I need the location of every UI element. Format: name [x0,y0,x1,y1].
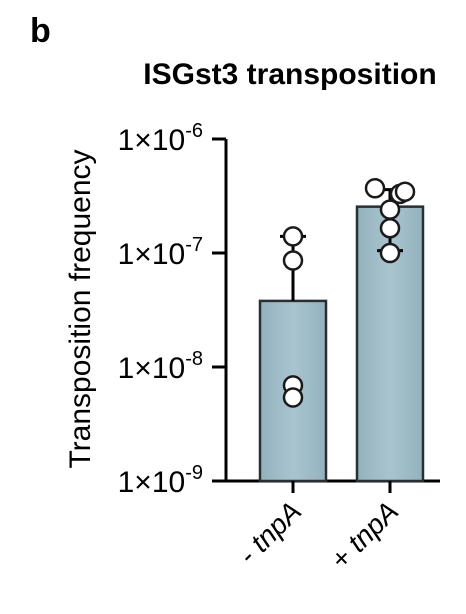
y-tick-label-3: 1×10-9 [118,462,203,499]
y-tick-label-1: 1×10-7 [118,234,203,271]
x-tick-label-0: - tnpA [232,495,307,570]
y-tick-label-2: 1×10-8 [118,348,203,385]
y-tick-label-0: 1×10-6 [118,120,203,157]
data-point-0-0 [282,226,304,247]
data-point-1-0 [364,177,386,199]
x-tick-label-1: + tnpA [325,495,405,575]
data-point-1-5 [394,181,416,202]
data-point-0-3 [282,387,304,408]
data-point-1-2 [379,199,401,220]
y-axis-label: Transposition frequency [64,149,97,468]
data-point-1-4 [379,242,401,264]
data-point-1-3 [379,217,401,239]
panel-label: b [30,12,51,50]
data-point-0-1 [282,250,304,271]
chart-title: ISGst3 transposition [143,58,436,91]
